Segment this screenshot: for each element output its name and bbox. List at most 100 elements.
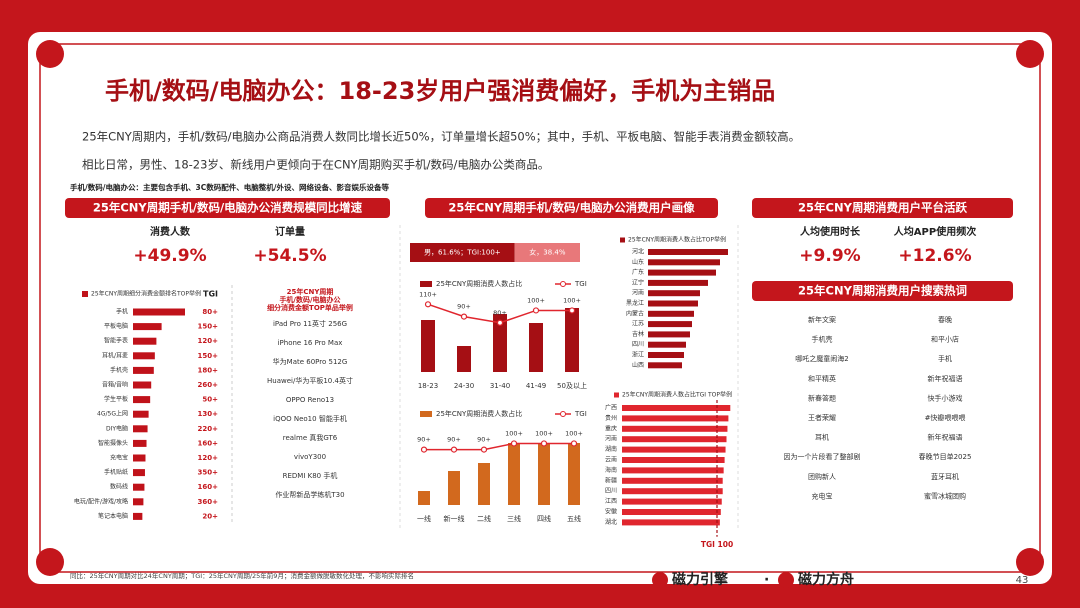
hot-word: 和平精英 bbox=[808, 374, 836, 383]
category-label: 新疆 bbox=[605, 476, 617, 484]
bar bbox=[508, 443, 520, 505]
bar bbox=[648, 290, 700, 297]
category-label: 4G/5G上网 bbox=[97, 410, 128, 418]
bar bbox=[648, 341, 686, 348]
bar bbox=[622, 436, 727, 443]
bar bbox=[457, 346, 471, 372]
bar bbox=[133, 425, 148, 433]
legend-label: TGI bbox=[574, 410, 587, 418]
bar bbox=[622, 467, 724, 474]
legend-swatch bbox=[420, 281, 432, 287]
hot-word: 新年祝福语 bbox=[928, 433, 963, 442]
category-label: 山东 bbox=[632, 258, 644, 266]
bar bbox=[421, 320, 435, 372]
bar bbox=[622, 498, 722, 505]
tgi-label: 90+ bbox=[477, 436, 491, 444]
tgi-label: 110+ bbox=[419, 290, 437, 298]
list-title: 25年CNY周期 bbox=[287, 287, 334, 296]
category-label: 手机 bbox=[116, 308, 128, 316]
bar bbox=[648, 310, 694, 317]
tgi-point bbox=[532, 307, 540, 314]
title-swatch bbox=[614, 392, 619, 398]
bar bbox=[648, 279, 708, 286]
category-label: 平板电脑 bbox=[104, 322, 128, 330]
category-label: 智能手表 bbox=[104, 337, 128, 345]
category-label: 电玩/配件/游戏/攻略 bbox=[74, 497, 128, 505]
category-label: 手机贴纸 bbox=[104, 468, 128, 476]
list-item: OPPO Reno13 bbox=[286, 396, 334, 404]
tgi-label: 80+ bbox=[202, 308, 218, 316]
x-tick-label: 三线 bbox=[507, 514, 521, 523]
bar bbox=[133, 483, 145, 491]
bar bbox=[133, 337, 157, 345]
category-label: 充电宝 bbox=[110, 454, 128, 462]
tgi-label: 350+ bbox=[198, 469, 219, 477]
hot-word: 新年文案 bbox=[808, 315, 836, 324]
bar bbox=[133, 366, 154, 374]
hot-word: 手机壳 bbox=[812, 335, 833, 344]
x-tick-label: 18-23 bbox=[418, 382, 438, 390]
category-label: DIY电脑 bbox=[106, 424, 128, 432]
kpi-label: 订单量 bbox=[275, 225, 305, 238]
legend-label: 25年CNY周期消费人数占比 bbox=[436, 279, 522, 288]
legend-label: 25年CNY周期细分消费金额排名TOP举例 bbox=[91, 290, 201, 298]
bar bbox=[133, 439, 147, 447]
kpi-value: +9.9% bbox=[799, 246, 860, 266]
bar bbox=[133, 469, 145, 477]
tgi-label: 220+ bbox=[198, 425, 219, 433]
tgi-label: 100+ bbox=[505, 429, 523, 437]
hot-word: 春晚节目单2025 bbox=[919, 452, 972, 461]
bar bbox=[648, 352, 684, 358]
category-label: 四川 bbox=[632, 341, 644, 348]
bar bbox=[622, 457, 725, 463]
ornament bbox=[1016, 40, 1044, 68]
x-tick-label: 24-30 bbox=[454, 382, 474, 390]
tgi-label: 260+ bbox=[198, 381, 219, 389]
tgi-point bbox=[540, 440, 548, 447]
x-tick-label: 31-40 bbox=[490, 382, 510, 390]
tgi-label: 90+ bbox=[457, 303, 471, 311]
category-label: 云南 bbox=[605, 456, 617, 464]
category-label: 手机壳 bbox=[110, 366, 128, 374]
tgi-line bbox=[424, 442, 574, 451]
list-item: 作业帮新品学练机T30 bbox=[275, 490, 344, 499]
tgi-label: 100+ bbox=[565, 429, 583, 437]
bar bbox=[648, 331, 690, 338]
tgi-label: 120+ bbox=[198, 454, 219, 462]
legend-label: TGI bbox=[574, 280, 587, 288]
bar bbox=[622, 519, 720, 526]
segment bbox=[514, 243, 580, 262]
ornament bbox=[36, 40, 64, 68]
tgi-label: 150+ bbox=[198, 323, 219, 331]
panel-header: 25年CNY周期手机/数码/电脑办公消费用户画像 bbox=[448, 201, 695, 215]
legend-swatch bbox=[420, 411, 432, 417]
category-label: 贵州 bbox=[605, 414, 617, 422]
bar bbox=[622, 425, 728, 432]
panel-header-bg bbox=[752, 198, 1013, 218]
category-label: 江西 bbox=[605, 498, 617, 505]
category-label: 湖南 bbox=[605, 445, 617, 453]
panel-header-bg bbox=[65, 198, 390, 218]
hot-word: 春晚 bbox=[938, 315, 952, 324]
panel-header: 25年CNY周期手机/数码/电脑办公消费规模同比增速 bbox=[93, 201, 363, 215]
category-label: 河北 bbox=[632, 248, 644, 256]
note: 手机/数码/电脑办公：主要包含手机、3C数码配件、电脑整机/外设、网络设备、影音… bbox=[70, 182, 389, 192]
category-label: 四川 bbox=[605, 488, 617, 495]
hot-word: #快瓣喂喂喂 bbox=[925, 413, 966, 422]
list-title: 手机/数码/电脑办公 bbox=[279, 295, 340, 304]
hot-word: 和平小店 bbox=[931, 335, 959, 344]
reference-label: TGI 100 bbox=[701, 540, 733, 549]
title-swatch bbox=[620, 237, 625, 243]
hot-word: 耳机 bbox=[815, 433, 829, 442]
category-label: 安徽 bbox=[605, 508, 617, 516]
category-label: 河南 bbox=[632, 289, 644, 297]
brand: 磁力方舟 bbox=[798, 571, 854, 588]
category-label: 音箱/音响 bbox=[102, 381, 128, 389]
tgi-label: 120+ bbox=[198, 337, 219, 345]
category-label: 河南 bbox=[605, 435, 617, 443]
x-tick-label: 五线 bbox=[567, 514, 581, 523]
ornament bbox=[1016, 548, 1044, 576]
tgi-label: 360+ bbox=[198, 498, 219, 506]
tgi-label: 90+ bbox=[417, 436, 431, 444]
